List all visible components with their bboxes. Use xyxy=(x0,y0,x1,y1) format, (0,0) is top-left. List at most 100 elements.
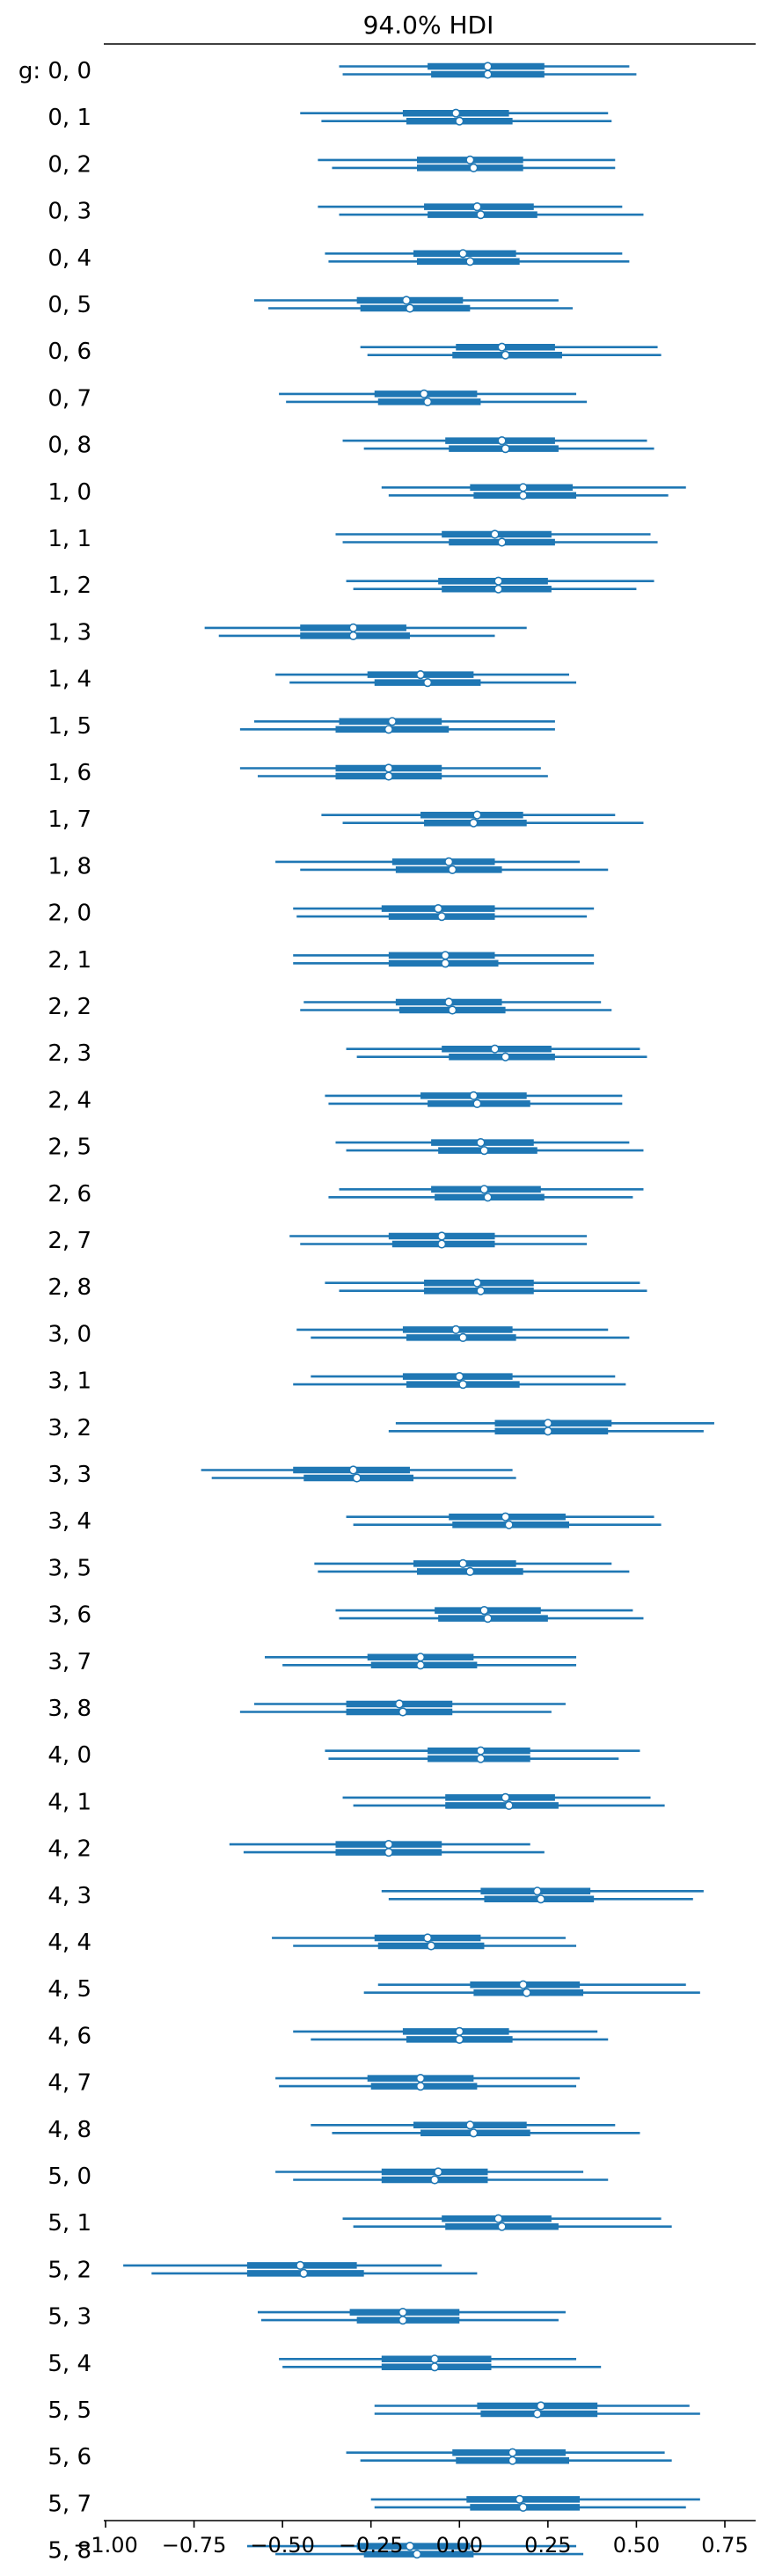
median-point xyxy=(415,2074,426,2083)
row-label: 3, 2 xyxy=(48,1415,91,1441)
row-label: 5, 7 xyxy=(48,2491,91,2517)
forest-row: 0, 2 xyxy=(48,151,616,178)
median-point xyxy=(501,1512,510,1522)
forest-row: 4, 2 xyxy=(48,1836,545,1863)
row-label: 4, 4 xyxy=(48,1930,91,1956)
row-label: 0, 8 xyxy=(48,433,91,459)
forest-row: 2, 4 xyxy=(48,1087,623,1113)
median-point xyxy=(476,1746,486,1755)
forest-row: 5, 5 xyxy=(48,2397,700,2424)
median-point xyxy=(543,1427,552,1436)
row-label: 4, 2 xyxy=(48,1836,91,1863)
median-point xyxy=(427,1941,436,1951)
forest-row: 4, 6 xyxy=(48,2023,609,2049)
median-point xyxy=(497,537,507,547)
row-label: 4, 7 xyxy=(48,2070,91,2097)
forest-row: 4, 0 xyxy=(48,1742,640,1769)
median-point xyxy=(422,397,433,407)
median-point xyxy=(469,2128,479,2138)
median-point xyxy=(501,1792,510,1802)
median-point xyxy=(437,911,447,922)
forest-row: g: 0, 0 xyxy=(18,58,637,84)
median-point xyxy=(472,202,482,212)
median-point xyxy=(494,584,503,594)
forest-row: 1, 7 xyxy=(48,806,644,833)
row-label: 2, 3 xyxy=(48,1040,91,1067)
median-point xyxy=(476,1286,486,1295)
forest-row: 4, 5 xyxy=(48,1976,700,2003)
x-tick-label: −1.00 xyxy=(73,2533,138,2558)
median-point xyxy=(455,2034,464,2044)
forest-row: 5, 2 xyxy=(48,2257,478,2283)
median-point xyxy=(497,436,507,446)
median-point xyxy=(384,1840,393,1850)
median-point xyxy=(384,763,393,773)
median-point xyxy=(469,818,479,828)
median-point xyxy=(455,2026,464,2036)
median-point xyxy=(494,2214,503,2223)
row-label: 1, 3 xyxy=(48,619,91,646)
row-label: 4, 8 xyxy=(48,2117,91,2143)
row-label: 0, 4 xyxy=(48,245,91,272)
median-point xyxy=(451,1324,461,1334)
row-label: 5, 6 xyxy=(48,2444,91,2470)
median-point xyxy=(458,1379,468,1390)
forest-row: 4, 7 xyxy=(48,2070,581,2097)
median-point xyxy=(476,1754,486,1763)
median-point xyxy=(419,389,429,399)
row-label: 0, 1 xyxy=(48,105,91,131)
forest-row: 0, 1 xyxy=(48,105,612,131)
forest-row: 3, 6 xyxy=(48,1602,644,1629)
median-point xyxy=(455,1371,464,1382)
forest-row: 5, 8 xyxy=(48,2538,584,2565)
median-point xyxy=(518,1980,528,1989)
forest-row: 0, 6 xyxy=(48,339,662,365)
forest-row: 0, 3 xyxy=(48,199,644,225)
forest-row: 1, 6 xyxy=(48,760,548,786)
forest-rows: g: 0, 0 0, 1 0, 2 0, 3 0, 4 0, 5 0, 6 0, 7 0, 8 1… xyxy=(18,58,714,2565)
median-point xyxy=(483,1613,493,1624)
forest-row: 1, 2 xyxy=(48,573,654,599)
forest-row: 5, 0 xyxy=(48,2164,609,2190)
forest-row: 3, 7 xyxy=(48,1649,577,1675)
row-label: 0, 5 xyxy=(48,292,91,318)
row-label: 2, 7 xyxy=(48,1228,91,1254)
forest-row: 4, 8 xyxy=(48,2117,640,2143)
median-point xyxy=(394,1699,404,1709)
forest-row: 1, 3 xyxy=(48,619,527,646)
median-point xyxy=(384,1848,393,1857)
row-label: 2, 5 xyxy=(48,1135,91,1161)
row-label: 2, 0 xyxy=(48,901,91,927)
forest-row: 3, 4 xyxy=(48,1508,662,1535)
median-point xyxy=(515,2494,524,2504)
median-point xyxy=(352,1473,362,1483)
median-point xyxy=(448,1005,457,1015)
median-point xyxy=(479,1605,489,1616)
x-tick-label: 0.25 xyxy=(524,2533,571,2558)
median-point xyxy=(458,1558,468,1568)
median-point xyxy=(296,2260,305,2270)
forest-row: 1, 0 xyxy=(48,479,686,506)
median-point xyxy=(448,865,457,875)
median-point xyxy=(299,2268,309,2278)
median-point xyxy=(398,2316,408,2325)
forest-row: 0, 5 xyxy=(48,292,574,318)
median-point xyxy=(441,959,450,968)
forest-row: 2, 0 xyxy=(48,901,595,927)
median-point xyxy=(518,491,528,500)
row-label: 0, 6 xyxy=(48,339,91,365)
forest-row: 3, 5 xyxy=(48,1555,630,1581)
row-label: 4, 1 xyxy=(48,1789,91,1815)
median-point xyxy=(458,1332,468,1342)
median-point xyxy=(497,342,507,352)
median-point xyxy=(455,116,464,126)
row-label: 3, 5 xyxy=(48,1555,91,1581)
median-point xyxy=(504,1800,514,1810)
row-label: 1, 7 xyxy=(48,806,91,833)
row-label: 4, 6 xyxy=(48,2023,91,2049)
median-point xyxy=(465,155,475,164)
row-label: 5, 5 xyxy=(48,2397,91,2424)
forest-row: 2, 8 xyxy=(48,1274,647,1301)
row-label: 5, 3 xyxy=(48,2304,91,2331)
